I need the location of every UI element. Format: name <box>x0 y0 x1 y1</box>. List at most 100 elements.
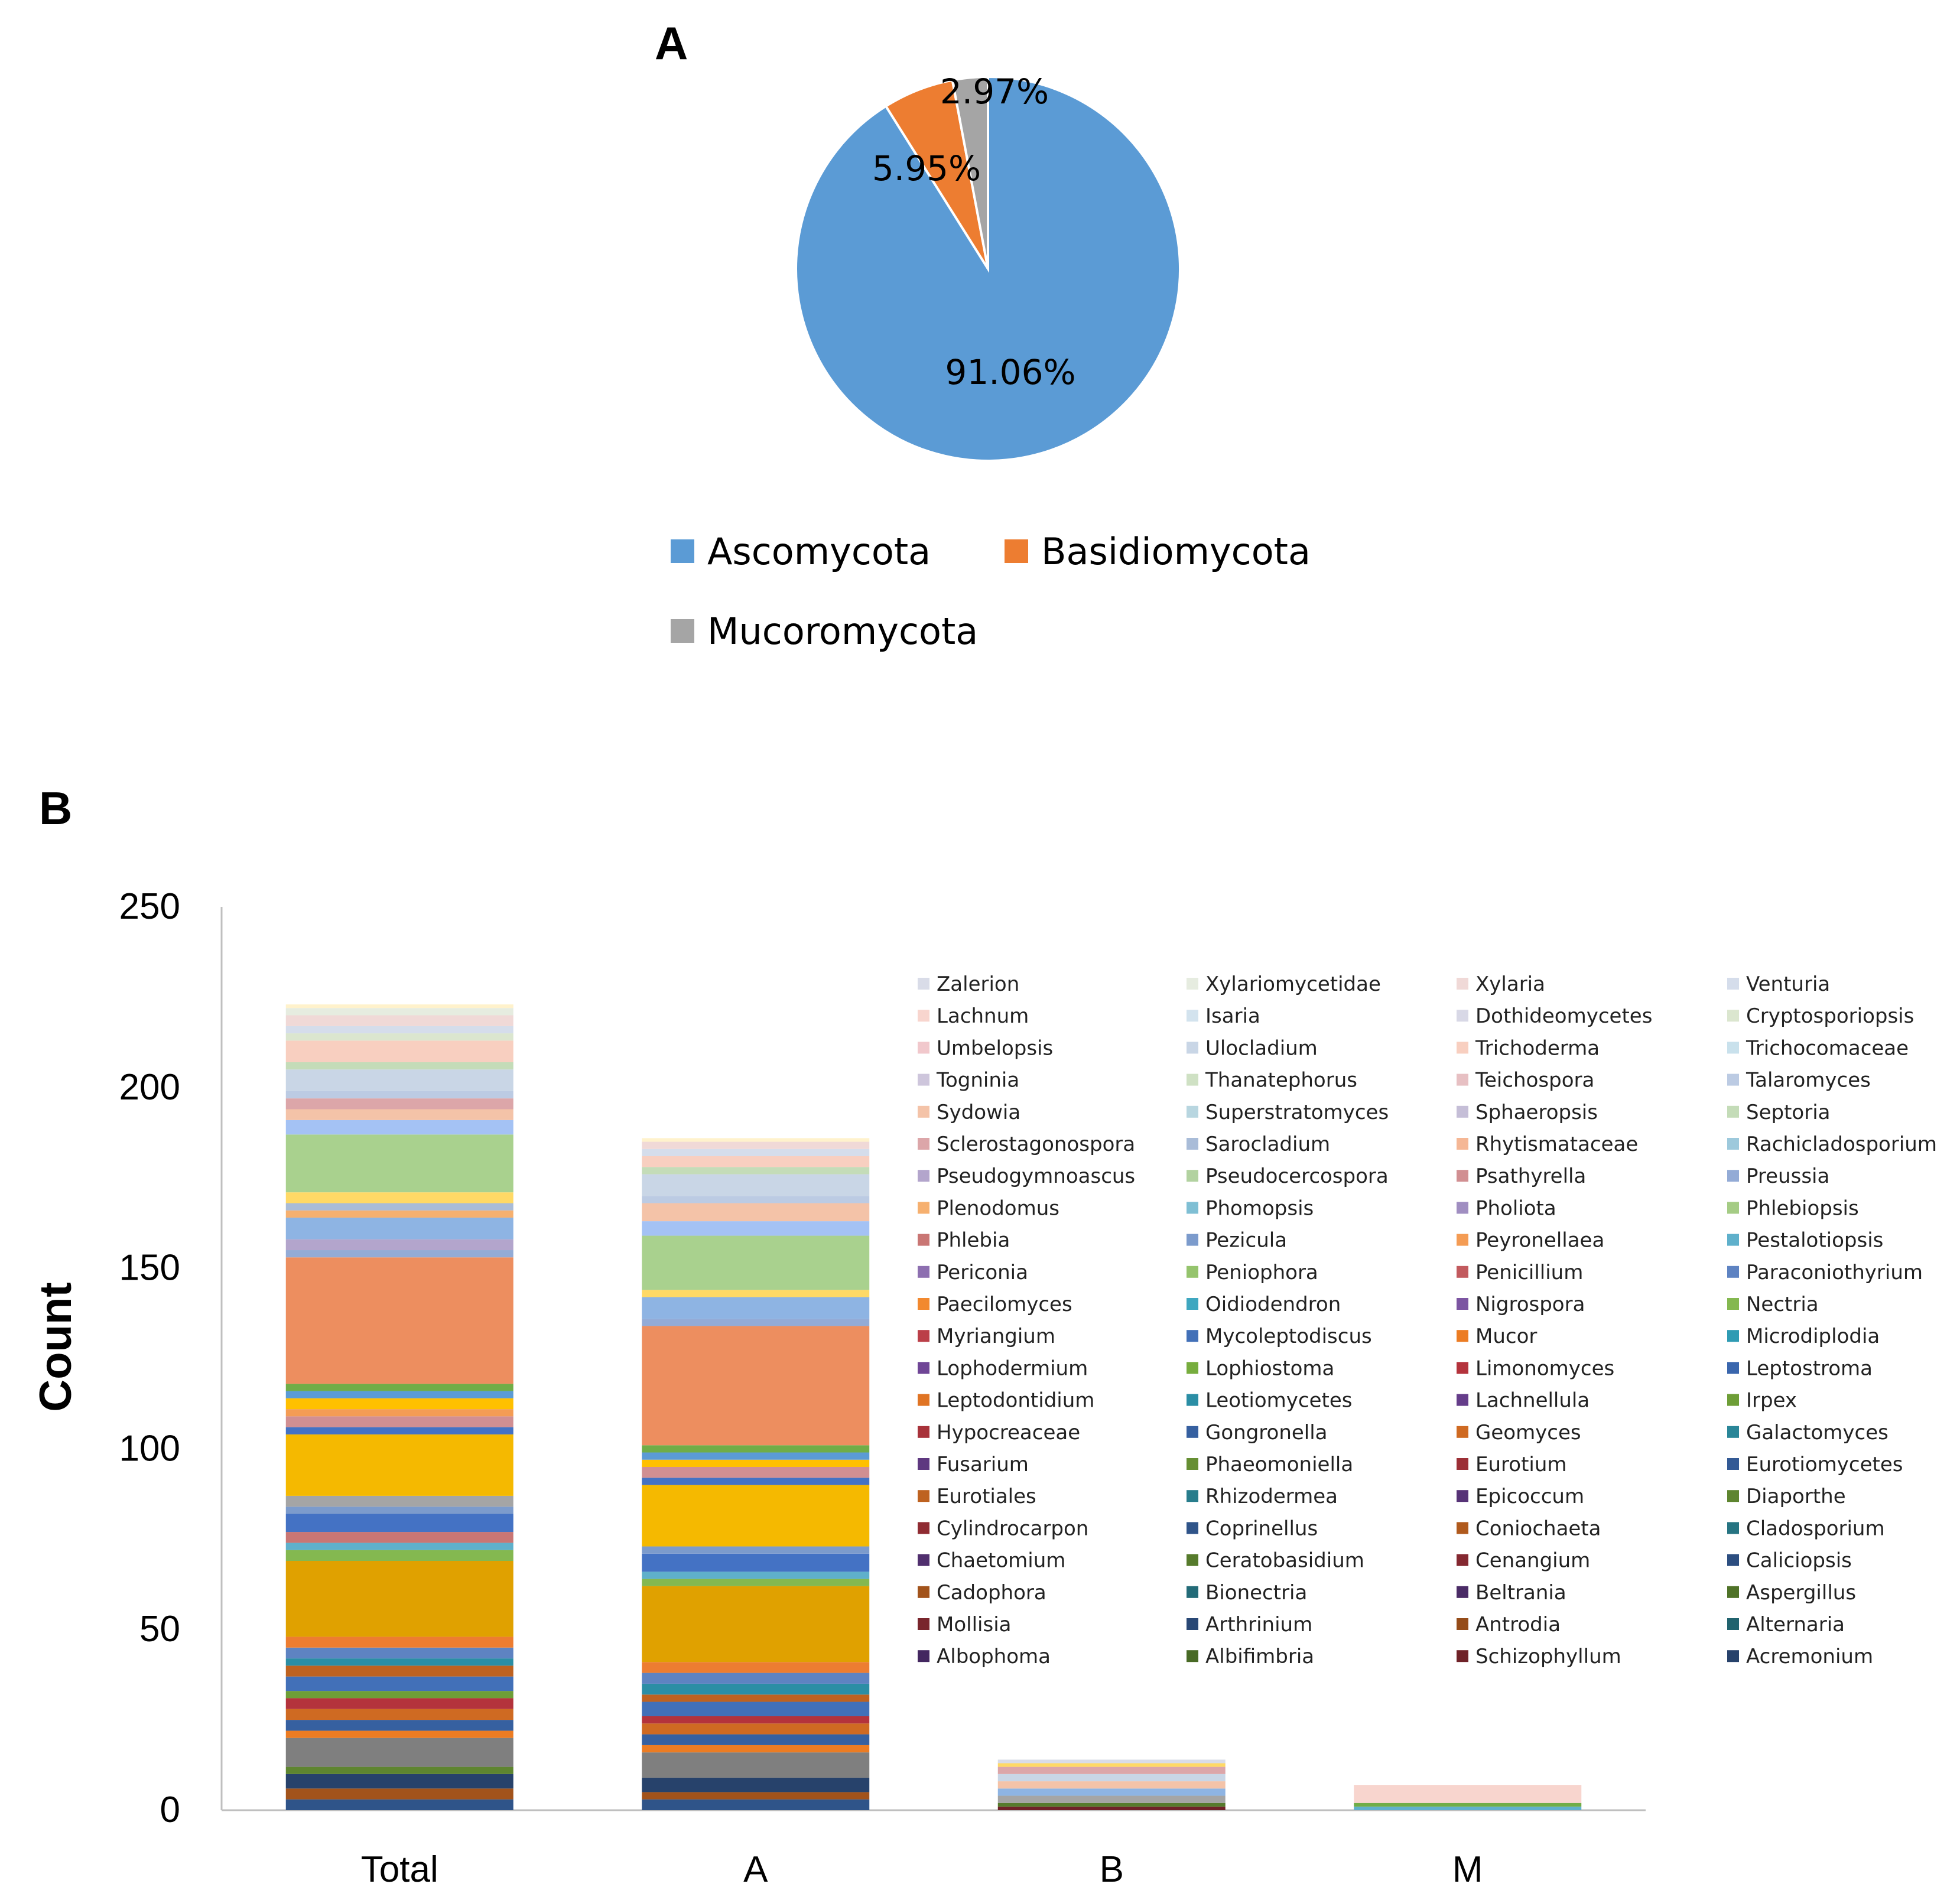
legend-item: Phlebia <box>918 1229 1010 1252</box>
legend-swatch <box>1457 1330 1468 1342</box>
legend-label: Phaeomoniella <box>1205 1453 1353 1476</box>
bar-segment <box>285 1040 513 1062</box>
bar-segment <box>642 1156 870 1167</box>
legend-item: Xylariomycetidae <box>1187 972 1381 996</box>
bar-axes: 0 50 100 150 200 250 Total A B M <box>119 886 1646 1890</box>
legend-swatch <box>918 1073 929 1086</box>
legend-label: Albophoma <box>937 1645 1051 1668</box>
bar-segment <box>285 1239 513 1251</box>
bar-segment <box>642 1662 870 1673</box>
legend-item: Myriangium <box>918 1325 1055 1348</box>
bar-segment <box>997 1759 1226 1764</box>
legend-item: Cenangium <box>1457 1549 1590 1573</box>
bar-segment <box>285 1647 513 1659</box>
legend-item: Phlebiopsis <box>1727 1196 1859 1220</box>
legend-item: Umbelopsis <box>918 1036 1053 1060</box>
legend-item: Paraconiothyrium <box>1727 1261 1923 1284</box>
legend-item: Coprinellus <box>1187 1517 1318 1540</box>
legend-item: Xylaria <box>1457 972 1545 996</box>
legend-label: Preussia <box>1746 1164 1829 1188</box>
legend-swatch <box>1457 1202 1468 1214</box>
legend-swatch <box>918 1490 929 1502</box>
legend-label: Cylindrocarpon <box>937 1517 1088 1540</box>
legend-item: Lachnellula <box>1457 1389 1590 1413</box>
legend-label: Lachnum <box>937 1004 1029 1028</box>
legend-item: Pseudocercospora <box>1187 1164 1389 1188</box>
legend-swatch <box>1727 1426 1739 1438</box>
legend-swatch <box>1727 1234 1739 1246</box>
bar-segment <box>285 1507 513 1514</box>
legend-label: Plenodomus <box>937 1196 1059 1220</box>
legend-item: Cadophora <box>918 1581 1046 1605</box>
legend-item: Aspergillus <box>1727 1581 1856 1605</box>
bar-segment <box>285 1109 513 1120</box>
legend-swatch <box>918 1650 929 1662</box>
legend-label: Cladosporium <box>1746 1517 1885 1540</box>
legend-swatch <box>1727 1170 1739 1182</box>
bar-segment <box>285 1250 513 1258</box>
pie-label-basidiomycota: 5.95% <box>872 148 981 188</box>
bar-segment <box>642 1553 870 1572</box>
legend-label: Septoria <box>1746 1101 1830 1124</box>
legend-item: Thanatephorus <box>1187 1069 1357 1092</box>
legend-swatch <box>1727 1138 1739 1150</box>
pie-legend: Ascomycota Basidiomycota Mucoromycota <box>671 530 1311 653</box>
bar-m <box>1354 1785 1582 1810</box>
legend-item: Galactomyces <box>1727 1421 1889 1444</box>
bar-segment <box>285 1192 513 1203</box>
legend-item: Antrodia <box>1457 1613 1561 1637</box>
legend-item: Irpex <box>1727 1389 1797 1413</box>
legend-label: Paecilomyces <box>937 1293 1072 1316</box>
bar-segment <box>285 1676 513 1691</box>
legend-swatch <box>1457 1010 1468 1022</box>
legend-label: Isaria <box>1205 1004 1260 1028</box>
legend-swatch <box>1457 1362 1468 1374</box>
legend-swatch <box>1187 1234 1198 1246</box>
legend-label: Paraconiothyrium <box>1746 1261 1923 1284</box>
bar-segment <box>285 1384 513 1391</box>
bar-segment <box>642 1452 870 1460</box>
legend-swatch <box>918 1265 929 1278</box>
legend-label: Antrodia <box>1475 1613 1561 1637</box>
bar-segment <box>285 1730 513 1738</box>
legend-swatch <box>1727 1458 1739 1470</box>
bar-segment <box>285 1416 513 1427</box>
legend-item: Teichospora <box>1457 1069 1594 1092</box>
bar-segment <box>285 1766 513 1774</box>
legend-item: Eurotium <box>1457 1453 1567 1476</box>
legend-label: Lophodermium <box>937 1356 1088 1380</box>
bar-segment <box>285 1217 513 1239</box>
bar-segment <box>997 1781 1226 1789</box>
legend-item: Gongronella <box>1187 1421 1328 1444</box>
legend-label: Beltrania <box>1475 1581 1566 1605</box>
bar-segment <box>285 1210 513 1218</box>
legend-label: Sphaeropsis <box>1475 1101 1598 1124</box>
legend-swatch <box>1727 1554 1739 1566</box>
bar-segment <box>997 1806 1226 1810</box>
legend-label: Cryptosporiopsis <box>1746 1004 1914 1028</box>
pie-legend-label-basidiomycota: Basidiomycota <box>1041 530 1311 573</box>
bar-segment <box>642 1752 870 1778</box>
legend-swatch <box>1727 1042 1739 1054</box>
bar-segment <box>285 1709 513 1720</box>
legend-item: Phaeomoniella <box>1187 1453 1353 1476</box>
bar-segment <box>285 1658 513 1666</box>
legend-item: Bionectria <box>1187 1581 1307 1605</box>
bar-segment <box>642 1572 870 1579</box>
legend-label: Mollisia <box>937 1613 1011 1637</box>
legend-label: Thanatephorus <box>1205 1069 1357 1092</box>
legend-item: Oidiodendron <box>1187 1293 1341 1316</box>
legend-swatch <box>918 1010 929 1022</box>
legend-item: Lophiostoma <box>1187 1356 1334 1380</box>
bar-segment <box>285 1774 513 1789</box>
legend-item: Albifimbria <box>1187 1645 1314 1668</box>
legend-item: Preussia <box>1727 1164 1829 1188</box>
legend-label: Mycoleptodiscus <box>1205 1325 1372 1348</box>
panel-a-label: A <box>655 17 688 69</box>
bar-segment <box>642 1141 870 1149</box>
x-tick-label-m: M <box>1452 1849 1483 1890</box>
legend-item: Lophodermium <box>918 1356 1088 1380</box>
legend-swatch <box>1457 1586 1468 1598</box>
legend-label: Sarocladium <box>1205 1133 1330 1156</box>
legend-label: Albifimbria <box>1205 1645 1314 1668</box>
